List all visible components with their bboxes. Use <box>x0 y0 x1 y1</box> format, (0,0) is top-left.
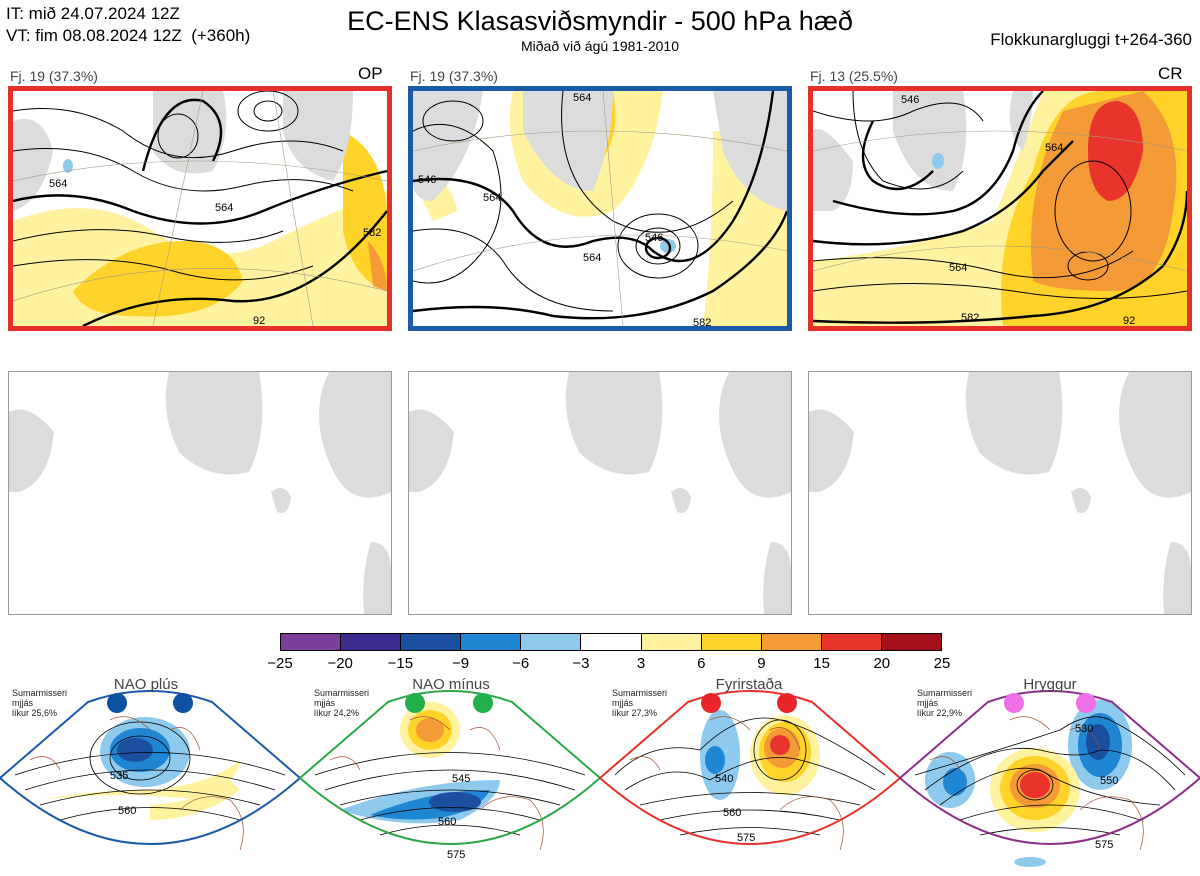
colorbar-tick-label: 6 <box>697 655 706 672</box>
regime-dot-blocking-right <box>777 693 797 713</box>
regime-fan-nao-minus: 545 560 575 <box>298 690 602 861</box>
regime-fans: 535 560 545 560 575 <box>0 690 1200 871</box>
colorbar-swatch <box>641 634 702 650</box>
regime-note-nao-plus: Sumarmisseri mjjás líkur 25,6% <box>12 688 68 718</box>
contour-label: 560 <box>118 805 136 817</box>
colorbar-tick-label: −3 <box>572 655 590 672</box>
regime-title-nao-minus: NAO mínus <box>412 676 490 693</box>
colorbar-swatch <box>281 634 342 650</box>
contour-label: 564 <box>949 262 967 274</box>
contour-label: 564 <box>573 92 591 104</box>
regime-dot-ridge-right <box>1076 693 1096 713</box>
colorbar <box>280 633 942 651</box>
contour-label: 575 <box>737 832 755 844</box>
contour-label: 582 <box>693 317 711 326</box>
regime-dot-nao-plus-left <box>107 693 127 713</box>
regime-note-nao-minus: Sumarmisseri mjjás líkur 24,2% <box>314 688 370 718</box>
colorbar-tick-label: −15 <box>387 655 414 672</box>
colorbar-tick-label: 25 <box>933 655 951 672</box>
blank-map-1 <box>8 371 392 615</box>
page-subtitle: Miðað við ágú 1981-2010 <box>520 38 679 54</box>
contour-label: 575 <box>447 849 465 861</box>
colorbar-swatch <box>761 634 822 650</box>
contour-label: 550 <box>1100 775 1118 787</box>
colorbar-swatch <box>821 634 882 650</box>
panel-3-label: Fj. 13 (25.5%) <box>810 68 898 84</box>
contour-label: 92 <box>253 315 265 326</box>
colorbar-tick-label: −9 <box>451 655 470 672</box>
classification-window: Flokkunargluggi t+264-360 <box>990 30 1192 49</box>
page-title: EC-ENS Klasasviðsmyndir - 500 hPa hæð <box>347 6 853 36</box>
contour-label: 546 <box>418 174 436 186</box>
colorbar-tick-label: −20 <box>327 655 353 672</box>
regime-fan-nao-plus: 535 560 <box>0 690 302 851</box>
cluster-map-op: 564 564 582 92 <box>8 86 392 331</box>
regime-title-nao-plus: NAO plús <box>113 676 179 693</box>
contour-label: 564 <box>483 192 501 204</box>
contour-label: 560 <box>438 816 456 828</box>
panel-3-type: CR <box>1158 64 1183 83</box>
contour-label: 582 <box>363 227 381 239</box>
contour-label: 546 <box>901 94 919 106</box>
colorbar-tick-label: −25 <box>267 655 293 672</box>
contour-label: 564 <box>215 202 233 214</box>
colorbar-swatch <box>461 634 522 650</box>
contour-label: 92 <box>1123 315 1135 326</box>
regime-note-ridge: Sumarmisseri mjjás líkur 22,9% <box>917 688 973 718</box>
contour-label: 546 <box>645 232 663 244</box>
colorbar-tick-label: 15 <box>813 655 830 672</box>
colorbar-swatch <box>341 634 402 650</box>
contour-label: 575 <box>1095 839 1113 851</box>
valid-time: VT: fim 08.08.2024 12Z (+360h) <box>6 26 251 45</box>
colorbar-swatch <box>881 634 942 650</box>
contour-label: 564 <box>1045 142 1063 154</box>
blank-map-2 <box>408 371 792 615</box>
blank-map-3 <box>808 371 1192 615</box>
regime-dot-blocking-left <box>701 693 721 713</box>
regime-dot-ridge-left <box>1004 693 1024 713</box>
contour-label: 582 <box>961 312 979 324</box>
initial-time: IT: mið 24.07.2024 12Z <box>6 4 180 23</box>
contour-label: 540 <box>715 773 733 785</box>
contour-label: 545 <box>452 773 470 785</box>
colorbar-tick-label: 3 <box>636 655 646 672</box>
colorbar-swatch <box>401 634 462 650</box>
regime-title-ridge: Hryggur <box>1023 676 1077 693</box>
contour-label: 564 <box>583 252 601 264</box>
colorbar-swatch <box>701 634 762 650</box>
colorbar-tick-label: 9 <box>757 655 766 672</box>
colorbar-swatch <box>581 634 642 650</box>
panel-2-label: Fj. 19 (37.3%) <box>410 68 498 84</box>
regime-dot-nao-minus-right <box>473 693 493 713</box>
contour-label: 535 <box>110 770 128 782</box>
regime-dot-nao-plus-right <box>173 693 193 713</box>
contour-label: 560 <box>723 807 741 819</box>
cluster-map-2: 546 564 564 564 546 582 <box>408 86 792 331</box>
colorbar-swatch <box>521 634 582 650</box>
colorbar-tick-label: −6 <box>512 655 530 672</box>
regime-dot-nao-minus-left <box>405 693 425 713</box>
panel-1-type: OP <box>358 64 383 83</box>
regime-title-blocking: Fyrirstaða <box>715 676 783 693</box>
regime-fan-blocking: 540 560 575 <box>598 690 902 851</box>
contour-label: 564 <box>49 178 67 190</box>
cluster-map-cr: 546 564 564 582 92 <box>808 86 1192 331</box>
colorbar-tick-label: 20 <box>873 655 891 672</box>
panel-1-label: Fj. 19 (37.3%) <box>10 68 98 84</box>
contour-label: 530 <box>1075 723 1093 735</box>
regime-fan-ridge: 530 550 575 <box>898 690 1200 867</box>
regime-note-blocking: Sumarmisseri mjjás líkur 27,3% <box>612 688 668 718</box>
